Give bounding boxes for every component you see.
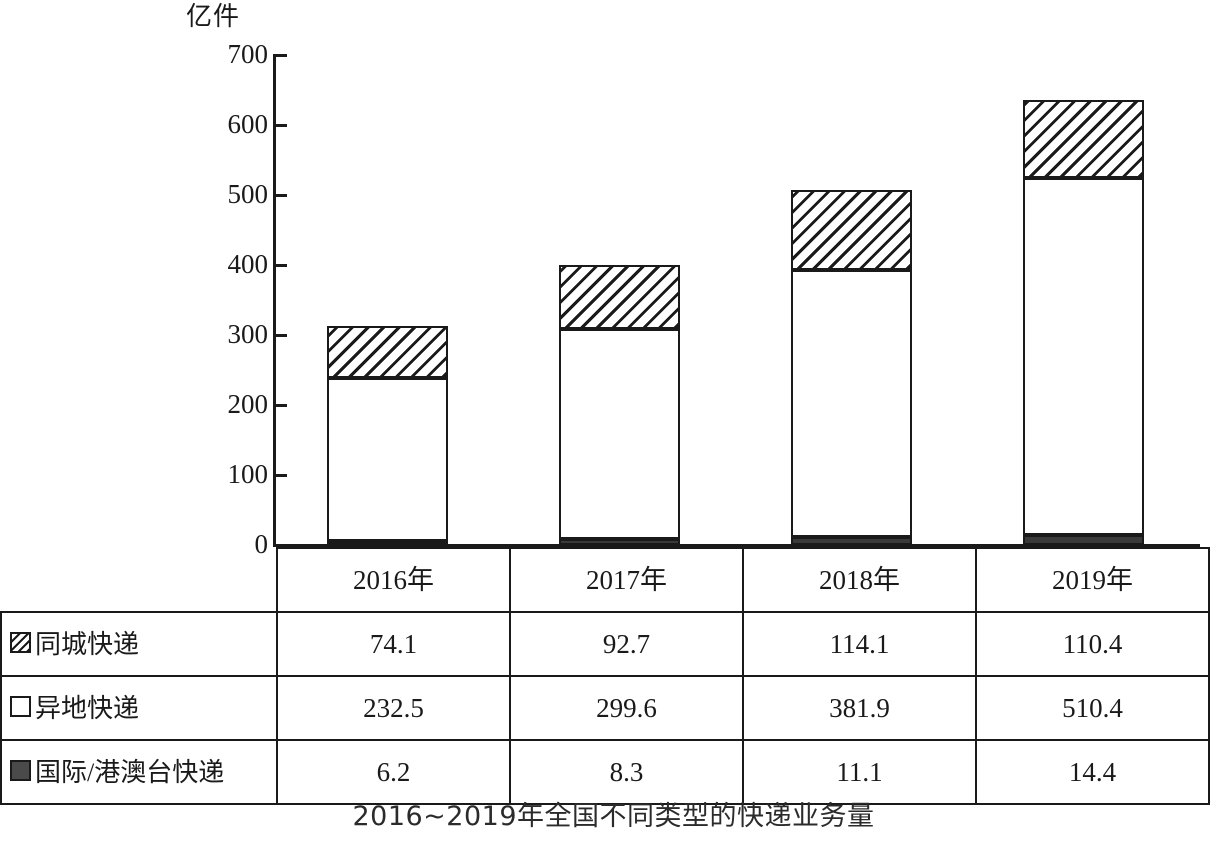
y-axis-tick-mark — [273, 194, 287, 197]
legend-series-label: 同城快递 — [35, 630, 140, 660]
bar-segment-local — [327, 326, 448, 378]
legend-row-label-cell: 异地快递 — [0, 675, 278, 741]
table-data-cell: 74.1 — [276, 611, 511, 677]
table-data-cell: 114.1 — [742, 611, 977, 677]
y-axis-tick-label: 500 — [227, 179, 269, 209]
y-axis-tick-label: 0 — [254, 529, 269, 559]
bar-segment-international — [1023, 534, 1144, 545]
y-axis-tick-label: 400 — [227, 249, 269, 279]
legend-series-label: 国际/港澳台快递 — [35, 758, 225, 788]
legend-dark-icon — [10, 759, 31, 781]
y-axis-tick-label: 700 — [227, 39, 269, 69]
table-data-cell: 14.4 — [975, 739, 1210, 805]
bar-segment-local — [559, 264, 680, 330]
data-table: 2016年 2017年 2018年 2019年同城快递 74.1 92.7 114.1 110… — [0, 547, 1210, 805]
y-axis-tick-label-wrap: 300 — [0, 319, 269, 349]
table-row: 国际/港澳台快递 6.2 8.3 11.1 14.4 — [0, 739, 1210, 805]
table-data-cell: 381.9 — [742, 675, 977, 741]
stacked-bar — [791, 0, 912, 545]
y-axis-line — [273, 54, 276, 546]
bar-segment-international — [559, 539, 680, 545]
y-axis-tick-mark — [273, 54, 287, 57]
bar-segment-remote — [1023, 177, 1144, 535]
y-axis-tick-mark — [273, 544, 287, 547]
table-data-cell: 8.3 — [509, 739, 744, 805]
bar-segment-international — [791, 537, 912, 545]
table-row: 同城快递 74.1 92.7 114.1 110.4 — [0, 611, 1210, 677]
y-axis-tick-mark — [273, 334, 287, 337]
figure-caption: 2016~2019年全国不同类型的快递业务量 — [352, 801, 875, 832]
table-data-cell: 299.6 — [509, 675, 744, 741]
table-column-header: 2017年 — [509, 547, 744, 613]
table-data-cell: 6.2 — [276, 739, 511, 805]
stacked-bar — [327, 0, 448, 545]
y-axis-tick-label-wrap: 500 — [0, 179, 269, 209]
table-data-cell: 232.5 — [276, 675, 511, 741]
y-axis-tick-label: 100 — [227, 459, 269, 489]
y-axis-tick-label-wrap: 700 — [0, 39, 269, 69]
bar-segment-remote — [791, 269, 912, 538]
bar-segment-remote — [559, 329, 680, 540]
table-column-header: 2016年 — [276, 547, 511, 613]
bar-segment-local — [1023, 100, 1144, 178]
legend-hatched-icon — [10, 631, 31, 653]
y-axis-tick-label-wrap: 200 — [0, 389, 269, 419]
legend-series-label: 异地快递 — [35, 694, 140, 724]
stacked-bar — [559, 0, 680, 545]
x-axis-baseline — [273, 544, 1200, 547]
y-axis-tick-label-wrap: 400 — [0, 249, 269, 279]
table-header-row: 2016年 2017年 2018年 2019年 — [1, 547, 1210, 613]
bar-segment-local — [791, 190, 912, 270]
table-column-header: 2018年 — [742, 547, 977, 613]
table-data-cell: 510.4 — [975, 675, 1210, 741]
y-axis-tick-label-wrap: 0 — [0, 529, 269, 559]
table-data-cell: 110.4 — [975, 611, 1210, 677]
table-column-header: 2019年 — [975, 547, 1210, 613]
y-axis-tick-label-wrap: 600 — [0, 109, 269, 139]
legend-row-label-cell: 国际/港澳台快递 — [0, 739, 278, 805]
legend-white-icon — [10, 695, 31, 717]
y-axis-tick-mark — [273, 404, 287, 407]
legend-row-label-cell: 同城快递 — [0, 611, 278, 677]
bar-segment-remote — [327, 377, 448, 541]
y-axis-tick-mark — [273, 124, 287, 127]
y-axis-tick-label: 200 — [227, 389, 269, 419]
bar-segment-international — [327, 540, 448, 545]
y-axis-tick-label-wrap: 100 — [0, 459, 269, 489]
chart-plot-area: 亿件 0 100 200 300 400 500 600 700 — [0, 0, 1200, 559]
y-axis-tick-mark — [273, 264, 287, 267]
table-corner-cell — [1, 548, 277, 612]
y-axis-tick-label: 600 — [227, 109, 269, 139]
y-axis-tick-label: 300 — [227, 319, 269, 349]
y-axis-unit-label: 亿件 — [186, 2, 241, 31]
table-row: 异地快递 232.5 299.6 381.9 510.4 — [0, 675, 1210, 741]
table-data-cell: 92.7 — [509, 611, 744, 677]
stacked-bar — [1023, 0, 1144, 545]
table-data-cell: 11.1 — [742, 739, 977, 805]
y-axis-tick-mark — [273, 474, 287, 477]
